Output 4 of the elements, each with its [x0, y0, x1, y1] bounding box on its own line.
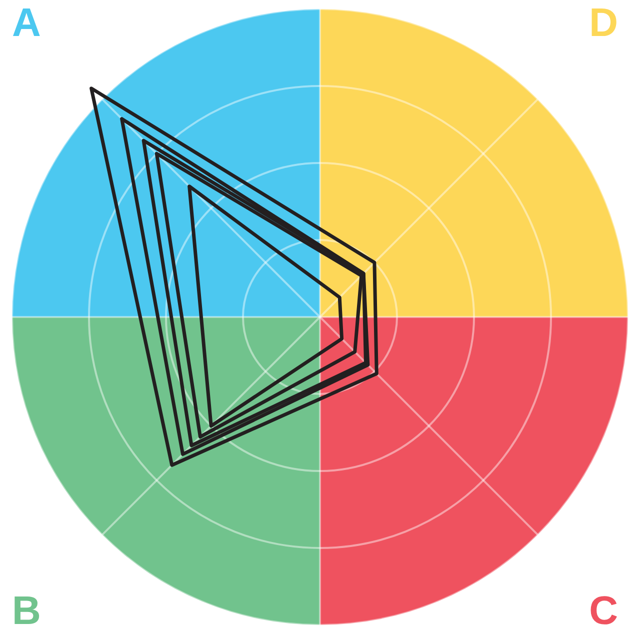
spoke-label: C: [589, 589, 618, 629]
spoke-label: D: [589, 1, 618, 45]
spoke-label: A: [12, 1, 41, 45]
spoke-label: B: [12, 589, 41, 629]
